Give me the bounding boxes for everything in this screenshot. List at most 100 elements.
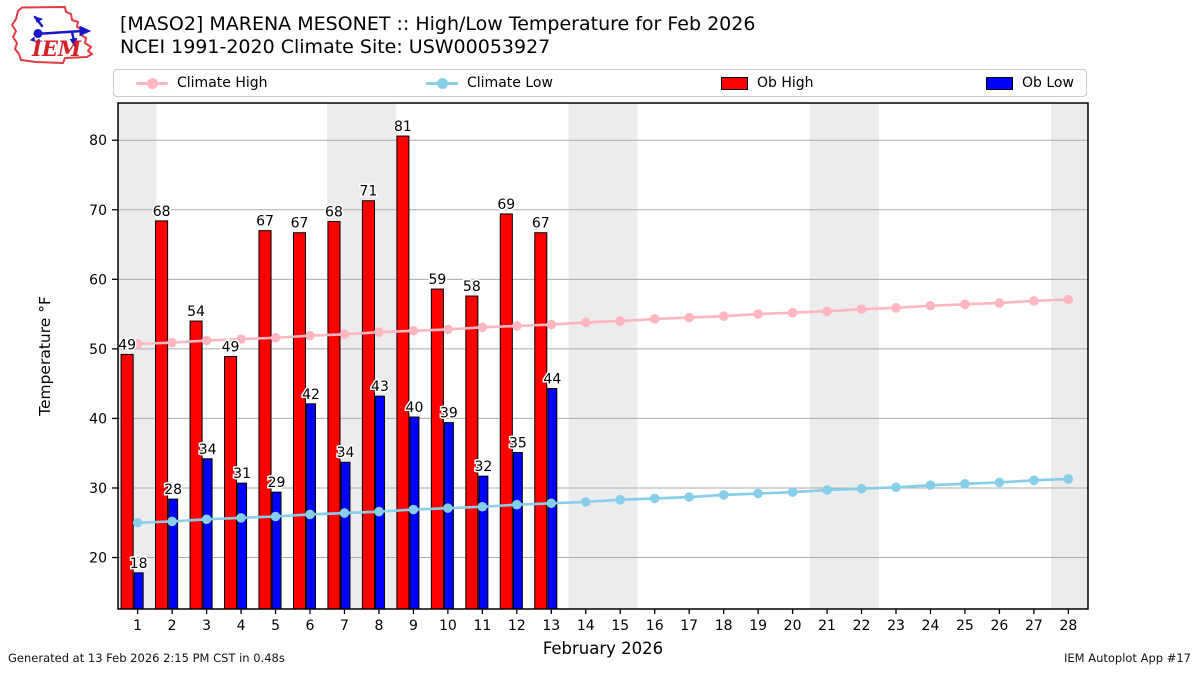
- y-tick-label: 40: [89, 411, 107, 427]
- climate-high-marker: [305, 330, 315, 341]
- chart-legend: Climate High Climate Low Ob High Ob Low: [113, 69, 1087, 97]
- x-tick-label: 19: [749, 618, 767, 634]
- climate-high-marker: [994, 298, 1005, 308]
- chart-title-line1: [MASO2] MARENA MESONET :: High/Low Tempe…: [120, 13, 756, 35]
- ob-low-bar: [133, 572, 144, 610]
- climate-low-marker: [512, 499, 522, 510]
- ob-low-value-label: 18: [130, 556, 148, 572]
- ob-low-value-label: 43: [371, 379, 389, 395]
- climate-high-marker: [718, 311, 729, 321]
- climate-low-marker: [305, 509, 315, 520]
- climate-high-marker: [787, 307, 798, 318]
- ob-low-value-label: 40: [406, 400, 424, 416]
- legend-item-label: Climate High: [177, 75, 268, 91]
- ob-low-bar: [237, 482, 248, 610]
- ob-low-bar: [168, 498, 179, 610]
- legend-item-label: Ob High: [757, 75, 814, 91]
- iem-logo: IEM: [11, 6, 93, 64]
- climate-low-marker: [546, 498, 557, 509]
- legend-patch-swatch: [986, 76, 1013, 90]
- ob-low-value-label: 39: [440, 406, 458, 422]
- ob-low-bar: [443, 422, 454, 610]
- x-tick-label: 14: [577, 618, 595, 634]
- ob-high-value-label: 69: [497, 197, 515, 213]
- climate-high-marker: [167, 337, 177, 348]
- y-tick-label: 80: [89, 133, 107, 149]
- climate-low-marker: [649, 493, 660, 504]
- ob-high-bar: [189, 320, 203, 610]
- ob-high-value-label: 67: [256, 214, 274, 230]
- climate-high-marker: [201, 335, 212, 346]
- chart-title: [MASO2] MARENA MESONET :: High/Low Tempe…: [120, 13, 755, 59]
- x-tick-label: 8: [374, 618, 383, 634]
- ob-low-value-label: 35: [509, 436, 527, 452]
- climate-high-marker: [684, 312, 694, 323]
- climate-high-marker: [339, 329, 350, 340]
- weekend-band: [568, 103, 638, 609]
- ob-low-bar: [512, 452, 523, 610]
- ob-low-value-label: 42: [302, 387, 320, 403]
- ob-high-bar: [224, 356, 238, 610]
- ob-low-value-label: 34: [337, 445, 355, 461]
- x-tick-label: 13: [542, 618, 560, 634]
- climate-high-line: [137, 298, 1069, 346]
- climate-low-marker: [718, 490, 729, 500]
- climate-low-line: [137, 477, 1069, 525]
- ob-low-bar: [271, 491, 282, 610]
- y-tick-label: 20: [89, 551, 107, 567]
- ob-low-value-label: 31: [233, 466, 251, 482]
- x-tick-label: 7: [340, 618, 349, 634]
- climate-high-marker: [512, 321, 522, 331]
- climate-high-marker: [374, 327, 384, 337]
- ob-high-bar: [292, 232, 307, 610]
- weekend-band: [1051, 103, 1088, 609]
- climate-high-marker: [443, 324, 453, 335]
- legend-item-ob-low: Ob Low: [986, 70, 1074, 96]
- ob-high-value-label: 67: [291, 216, 309, 232]
- climate-low-marker: [132, 517, 143, 528]
- climate-high-marker: [477, 322, 488, 333]
- ob-high-value-label: 81: [394, 119, 412, 135]
- x-tick-label: 18: [715, 618, 733, 634]
- climate-low-marker: [891, 482, 901, 493]
- x-tick-label: 22: [853, 618, 871, 634]
- climate-high-marker: [1029, 296, 1039, 306]
- ob-high-bar: [499, 213, 513, 610]
- ob-high-value-label: 68: [153, 204, 171, 220]
- weekend-band: [809, 103, 879, 609]
- y-tick-label: 60: [89, 272, 107, 288]
- legend-item-label: Climate Low: [467, 75, 553, 91]
- x-tick-label: 12: [508, 618, 526, 634]
- climate-high-marker: [891, 303, 901, 313]
- climate-high-marker: [649, 314, 660, 324]
- climate-low-marker: [167, 516, 177, 527]
- x-tick-label: 27: [1025, 618, 1043, 634]
- iem-logo-text: IEM: [31, 36, 82, 61]
- climate-high-marker: [580, 317, 591, 328]
- climate-high-marker: [546, 319, 557, 330]
- x-tick-label: 25: [956, 618, 974, 634]
- climate-low-marker: [822, 485, 832, 495]
- ob-low-value-label: 32: [474, 459, 492, 475]
- legend-line-swatch: [426, 77, 458, 89]
- climate-low-marker: [201, 514, 212, 525]
- ob-high-value-label: 71: [360, 184, 378, 200]
- x-tick-label: 4: [237, 618, 246, 634]
- ob-high-bar: [155, 220, 169, 610]
- climate-low-marker: [339, 508, 350, 518]
- ob-low-bar: [478, 475, 489, 610]
- climate-low-marker: [1063, 474, 1074, 484]
- ob-low-bar: [374, 395, 385, 610]
- plot-border: [117, 102, 1089, 610]
- ob-low-value-label: 29: [268, 475, 286, 491]
- ob-high-bar: [465, 295, 479, 610]
- climate-low-marker: [477, 501, 488, 512]
- x-tick-label: 5: [271, 618, 280, 634]
- legend-item-climate-low: Climate Low: [426, 70, 553, 96]
- x-tick-label: 1: [133, 618, 142, 634]
- x-tick-label: 21: [818, 618, 836, 634]
- ob-high-bar: [534, 232, 548, 610]
- x-tick-label: 10: [439, 618, 457, 634]
- legend-item-label: Ob Low: [1022, 75, 1074, 91]
